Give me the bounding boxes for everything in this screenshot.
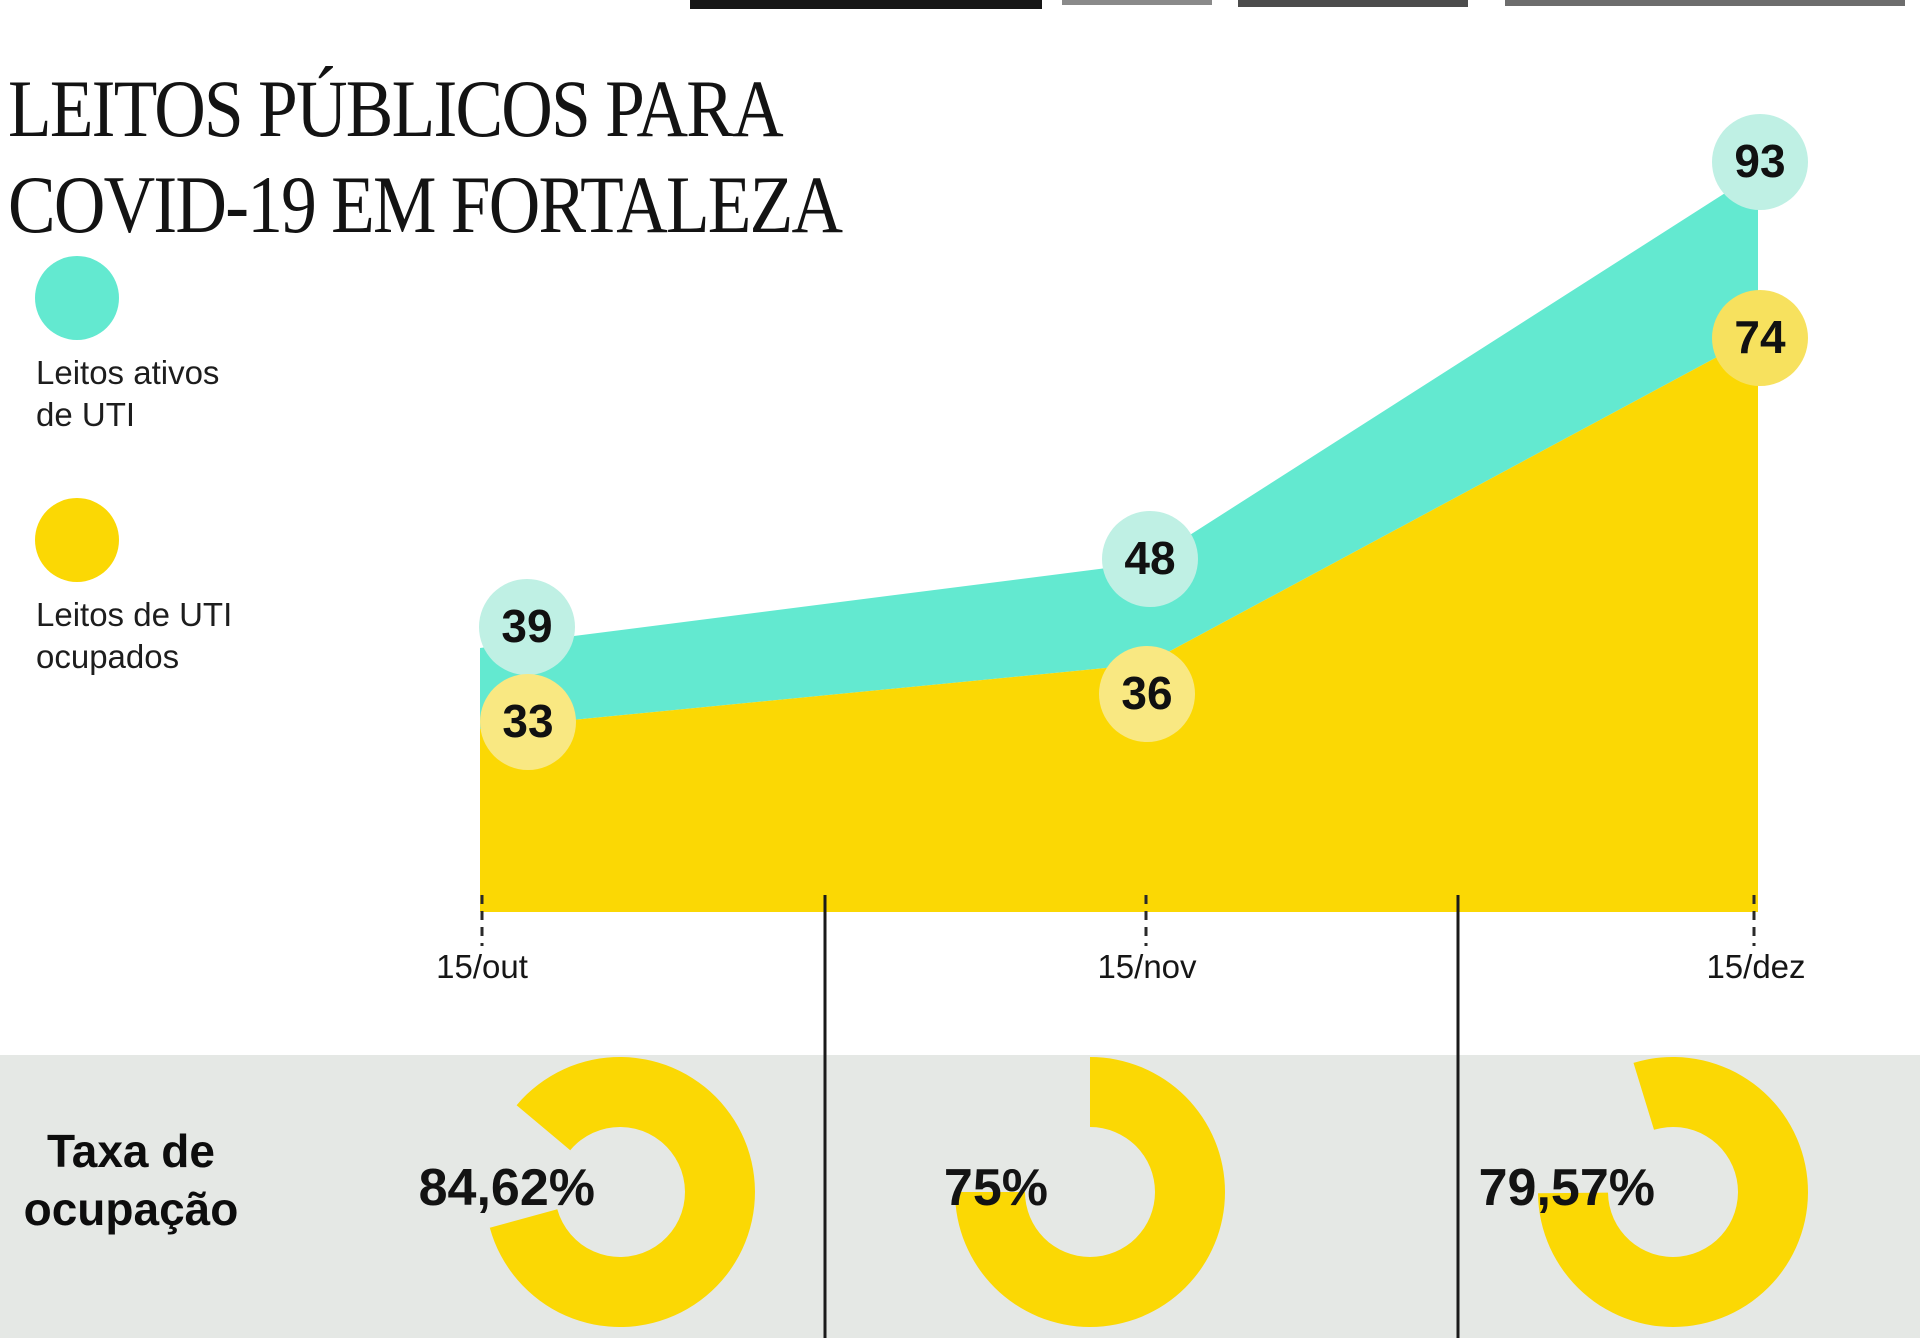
occupancy-value-15dez: 79,57% — [1478, 1159, 1655, 1217]
occupancy-value-15nov: 75% — [943, 1159, 1048, 1217]
occupancy-donut-0 — [489, 1057, 755, 1328]
occupancy-value-15out: 84,62% — [418, 1159, 595, 1217]
occupancy-title: Taxa de ocupação — [0, 1122, 262, 1238]
bubble-value-ocupados-15nov: 36 — [1121, 667, 1173, 719]
axis-label-15dez: 15/dez — [1706, 948, 1806, 985]
bubble-value-ocupados-15out: 33 — [502, 695, 554, 747]
series-ativos-area — [480, 172, 1758, 729]
bubble-ativos-15dez — [1712, 114, 1808, 210]
legend-label-ativos-line2: de UTI — [36, 396, 136, 433]
title-line-2: COVID-19 EM FORTALEZA — [8, 158, 843, 250]
bubble-ocupados-15nov — [1099, 646, 1195, 742]
occupancy-title-line1: Taxa de — [47, 1125, 215, 1177]
title-line-1: LEITOS PÚBLICOS PARA — [8, 62, 784, 154]
bubble-value-ativos-15nov: 48 — [1124, 532, 1176, 584]
axis-label-15nov: 15/nov — [1097, 948, 1197, 985]
bubble-value-ativos-15out: 39 — [501, 600, 553, 652]
series-ocupados-area — [480, 335, 1758, 912]
bubble-ocupados-15dez — [1712, 290, 1808, 386]
bubble-value-ocupados-15dez: 74 — [1734, 311, 1786, 363]
occupancy-donut-2 — [1538, 1056, 1808, 1327]
top-crop-artifact — [1238, 0, 1468, 7]
legend-dot-ocupados — [35, 498, 119, 582]
legend-dot-ativos — [35, 256, 119, 340]
page-title: LEITOS PÚBLICOS PARA COVID-19 EM FORTALE… — [8, 61, 843, 253]
legend-label-ocupados-line1: Leitos de UTI — [36, 596, 233, 633]
axis-label-15out: 15/out — [436, 948, 528, 985]
bubble-value-ativos-15dez: 93 — [1734, 135, 1786, 187]
legend-label-ativos: Leitos ativos de UTI — [36, 352, 219, 436]
bubble-ativos-15nov — [1102, 511, 1198, 607]
legend-label-ocupados-line2: ocupados — [36, 638, 180, 675]
legend-label-ocupados: Leitos de UTI ocupados — [36, 594, 232, 678]
bubble-ocupados-15out — [480, 674, 576, 770]
top-crop-artifact — [1062, 0, 1212, 5]
top-crop-artifact — [1505, 0, 1905, 6]
occupancy-title-line2: ocupação — [23, 1183, 239, 1235]
occupancy-donut-1 — [955, 1057, 1225, 1327]
top-crop-artifact — [690, 0, 1042, 9]
legend-label-ativos-line1: Leitos ativos — [36, 354, 220, 391]
bubble-ativos-15out — [479, 579, 575, 675]
